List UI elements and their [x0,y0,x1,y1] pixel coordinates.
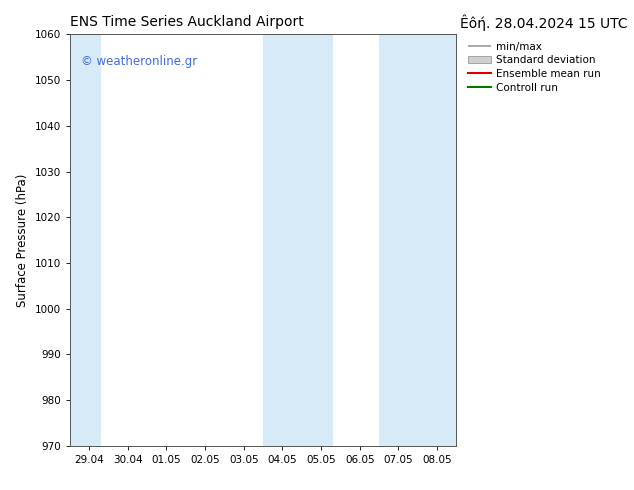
Y-axis label: Surface Pressure (hPa): Surface Pressure (hPa) [16,173,29,307]
Legend: min/max, Standard deviation, Ensemble mean run, Controll run: min/max, Standard deviation, Ensemble me… [465,40,602,95]
Bar [379,34,456,446]
Text: Êôή. 28.04.2024 15 UTC: Êôή. 28.04.2024 15 UTC [460,15,628,31]
Text: © weatheronline.gr: © weatheronline.gr [81,55,198,68]
Text: ENS Time Series Auckland Airport: ENS Time Series Auckland Airport [70,15,304,29]
Bar [70,34,101,446]
Bar [263,34,333,446]
